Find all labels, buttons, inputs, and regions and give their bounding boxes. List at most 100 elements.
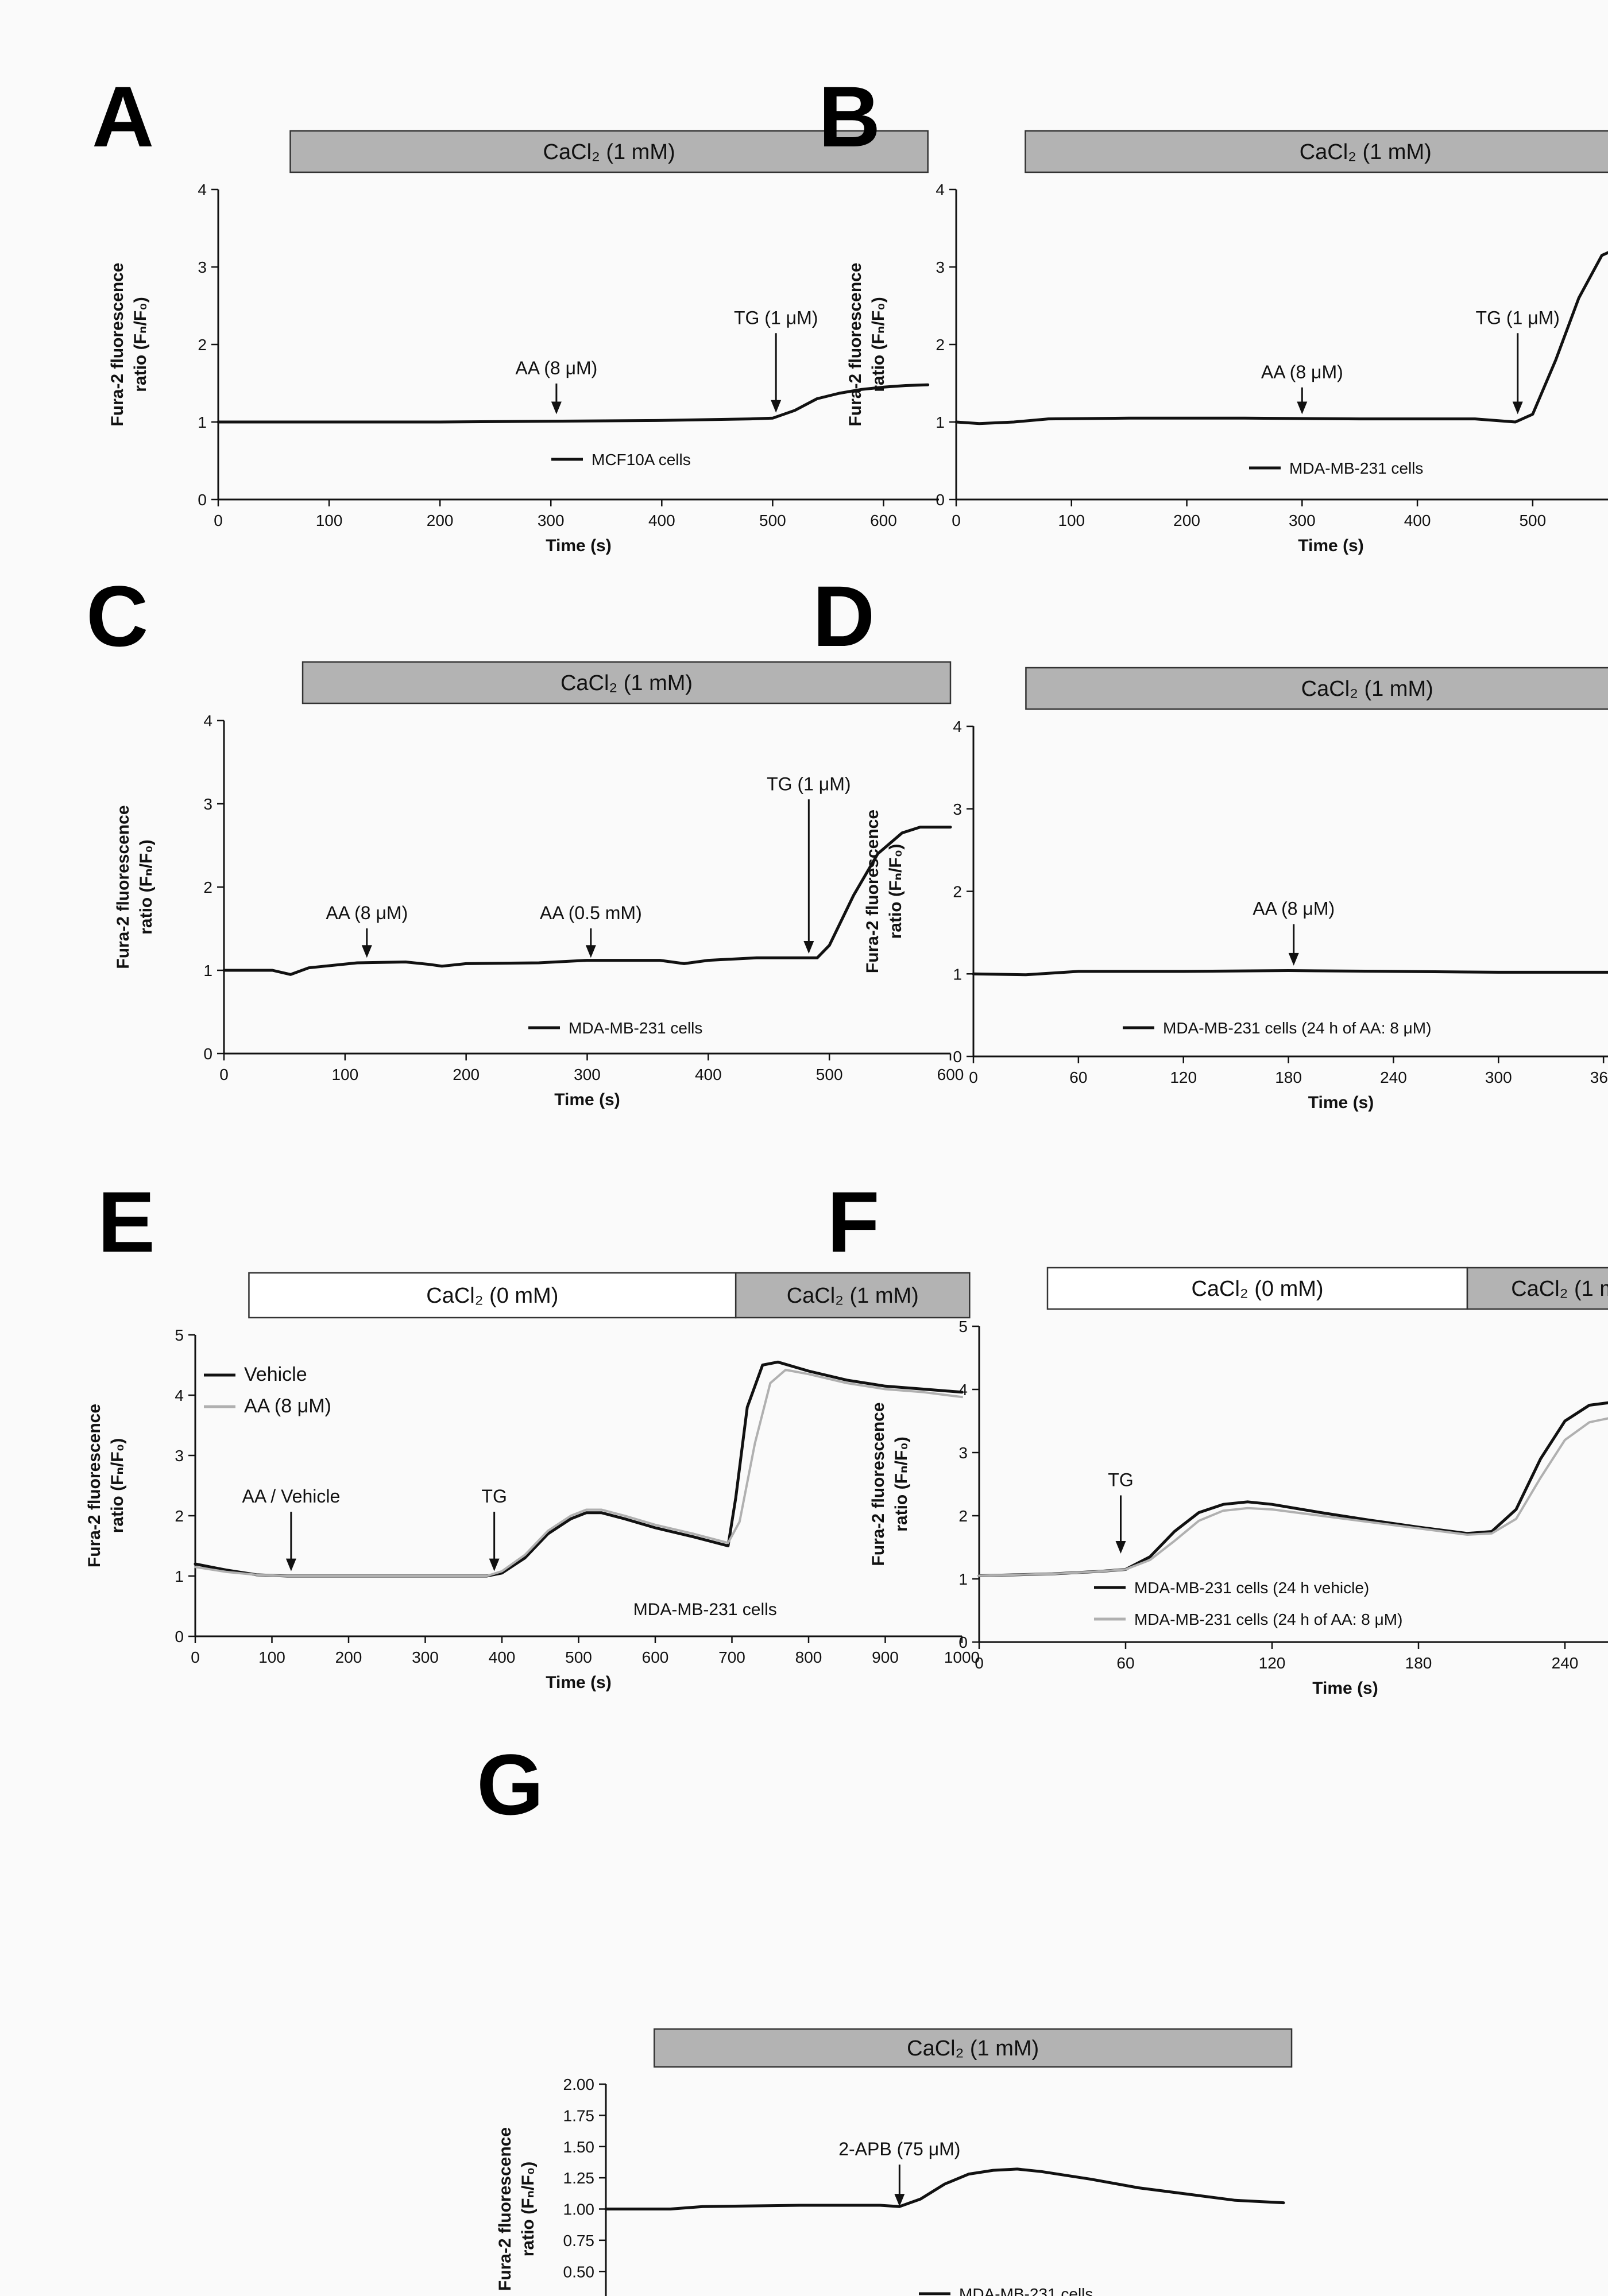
y-axis-title: Fura-2 fluorescence ratio (Fₙ/F₀) — [863, 810, 905, 973]
y-tick-label: 4 — [958, 1381, 968, 1399]
annotation-label: AA (0.5 mM) — [540, 903, 642, 923]
x-tick-label: 120 — [1259, 1654, 1286, 1672]
x-tick-label: 500 — [565, 1648, 592, 1666]
x-axis-title: Time (s) — [546, 536, 611, 555]
annotation-label: TG — [481, 1486, 507, 1507]
annotation-label: TG — [1108, 1470, 1133, 1490]
x-tick-label: 120 — [1170, 1068, 1197, 1086]
annotation-arrow-head — [771, 400, 782, 413]
series-line — [194, 1368, 963, 1577]
solution-bar-label: CaCl₂ (1 mM) — [543, 140, 675, 164]
solution-bar — [654, 2028, 1293, 2068]
solution-bar — [1025, 130, 1608, 173]
panel-label: F — [827, 1174, 880, 1270]
y-tick-label: 3 — [175, 1447, 184, 1465]
x-tick-label: 300 — [1485, 1068, 1512, 1086]
solution-bar — [1466, 1267, 1608, 1310]
y-tick-label: 3 — [953, 800, 962, 818]
y-tick-label: 1 — [175, 1567, 184, 1585]
solution-bar-label: CaCl₂ (0 mM) — [426, 1284, 558, 1308]
y-axis-title: Fura-2 fluorescence ratio (Fₙ/F₀) — [108, 262, 150, 426]
y-tick-label: 4 — [953, 718, 962, 735]
y-tick-label: 1.00 — [563, 2201, 595, 2218]
y-axis-title-line: ratio (Fₙ/F₀) — [519, 2162, 538, 2257]
y-tick-label: 3 — [198, 258, 207, 276]
panel-label: D — [813, 568, 875, 664]
annotation-arrow-head — [585, 945, 596, 958]
y-tick-label: 2 — [953, 883, 962, 901]
solution-bar-label: CaCl₂ (0 mM) — [1191, 1277, 1323, 1301]
y-axis-title-line: Fura-2 fluorescence — [114, 805, 133, 969]
y-axis-title-line: ratio (Fₙ/F₀) — [869, 297, 888, 392]
annotation-arrow-head — [1512, 401, 1523, 415]
panel-label: B — [818, 68, 880, 165]
x-tick-label: 200 — [335, 1648, 362, 1666]
annotation-label: 2-APB (75 μM) — [838, 2139, 960, 2159]
y-tick-label: 0.50 — [563, 2263, 595, 2280]
y-tick-label: 0.75 — [563, 2232, 595, 2249]
x-tick-label: 500 — [816, 1066, 843, 1083]
solution-bar-label: CaCl₂ (1 mM) — [1301, 677, 1433, 701]
x-tick-label: 300 — [1289, 512, 1316, 529]
legend-label: MDA-MB-231 cells (24 h of AA: 8 μM) — [1134, 1610, 1402, 1628]
y-tick-label: 3 — [936, 258, 945, 276]
solution-bar-label: CaCl₂ (1 mM) — [787, 1284, 919, 1308]
series-line — [978, 1417, 1608, 1577]
y-tick-label: 0.25 — [563, 2294, 595, 2296]
y-tick-label: 4 — [203, 712, 212, 730]
x-tick-label: 200 — [427, 512, 454, 529]
solution-bar — [735, 1272, 971, 1319]
y-tick-label: 4 — [175, 1387, 184, 1404]
y-tick-label: 1.75 — [563, 2107, 595, 2124]
x-tick-label: 600 — [642, 1648, 669, 1666]
x-tick-label: 400 — [489, 1648, 516, 1666]
annotation-label: AA (8 μM) — [1253, 899, 1335, 919]
y-axis-title: Fura-2 fluorescence ratio (Fₙ/F₀) — [496, 2127, 538, 2291]
x-tick-label: 300 — [574, 1066, 601, 1083]
y-axis-title-line: Fura-2 fluorescence — [846, 262, 865, 426]
x-tick-label: 0 — [952, 512, 961, 529]
x-axis-title: Time (s) — [546, 1673, 611, 1692]
x-tick-label: 500 — [759, 512, 786, 529]
x-tick-label: 0 — [969, 1068, 978, 1086]
solution-bar-label: CaCl₂ (1 mM) — [561, 671, 693, 695]
annotation-arrow-head — [361, 945, 372, 958]
x-tick-label: 180 — [1405, 1654, 1432, 1672]
annotation-label: TG (1 μM) — [1476, 307, 1560, 328]
y-tick-label: 5 — [175, 1326, 184, 1344]
x-tick-label: 400 — [1404, 512, 1431, 529]
annotation-arrow-head — [1115, 1541, 1126, 1554]
legend-label: MDA-MB-231 cells — [959, 2285, 1093, 2296]
x-tick-label: 1000 — [944, 1648, 980, 1666]
annotation-label: TG (1 μM) — [734, 307, 818, 328]
y-tick-label: 2 — [175, 1507, 184, 1525]
y-tick-label: 0 — [198, 491, 207, 509]
y-tick-label: 2 — [198, 336, 207, 354]
solution-bar — [289, 130, 929, 173]
x-tick-label: 240 — [1552, 1654, 1579, 1672]
panel-label: G — [477, 1736, 544, 1833]
legend-label: MCF10A cells — [592, 451, 691, 469]
x-tick-label: 200 — [1173, 512, 1200, 529]
y-tick-label: 1.50 — [563, 2138, 595, 2156]
panel-label: A — [92, 68, 154, 165]
annotation-arrow-head — [894, 2194, 905, 2207]
annotation-arrow-head — [285, 1558, 296, 1571]
series-line — [954, 251, 1608, 425]
x-tick-label: 100 — [316, 512, 343, 529]
x-tick-label: 360 — [1590, 1068, 1608, 1086]
annotation-arrow-head — [1288, 953, 1299, 966]
x-tick-label: 300 — [412, 1648, 439, 1666]
y-tick-label: 4 — [198, 181, 207, 199]
x-tick-label: 500 — [1519, 512, 1546, 529]
y-tick-label: 1.25 — [563, 2169, 595, 2187]
y-axis-title-line: Fura-2 fluorescence — [869, 1402, 888, 1566]
solution-bar-label: CaCl₂ (1 mM) — [1300, 140, 1432, 164]
x-tick-label: 600 — [870, 512, 897, 529]
y-axis-title: Fura-2 fluorescence ratio (Fₙ/F₀) — [114, 805, 156, 969]
series-line — [604, 2167, 1285, 2210]
y-tick-label: 0 — [958, 1633, 968, 1651]
x-tick-label: 240 — [1380, 1068, 1407, 1086]
x-tick-label: 0 — [219, 1066, 229, 1083]
panel-c: C CaCl₂ (1 mM) 0 1 2 3 4 0 100 200 300 400 500 600 Tim… — [86, 568, 964, 1109]
